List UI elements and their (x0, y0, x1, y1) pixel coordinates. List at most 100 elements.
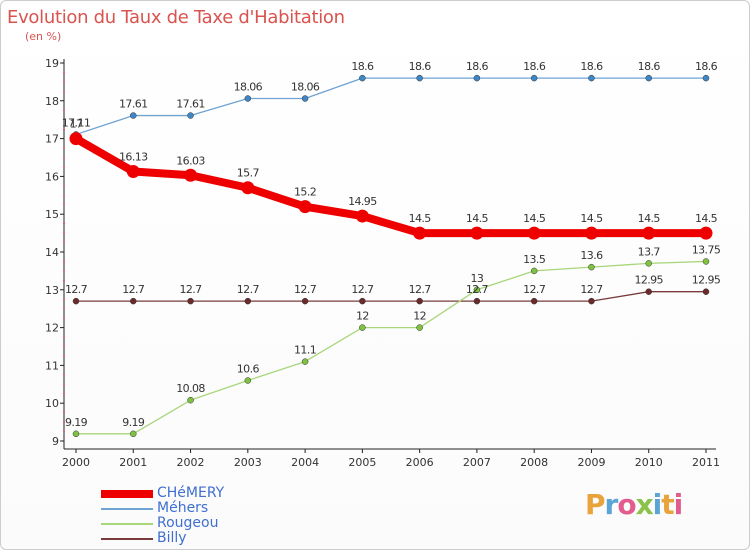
data-point-rougeou (530, 267, 538, 275)
y-minor-tick (63, 184, 65, 187)
data-label-mehers: 18.6 (351, 60, 374, 73)
data-point-rougeou (416, 324, 423, 331)
y-tick-label: 13 (45, 284, 59, 297)
x-tick-label: 2010 (635, 456, 663, 469)
x-tick-label: 2001 (119, 456, 147, 469)
x-tick-label: 2009 (577, 456, 605, 469)
legend-item-rougeou: Rougeou (101, 515, 301, 531)
data-point-mehers (702, 74, 710, 82)
legend-label-rougeou: Rougeou (157, 515, 219, 531)
logo-letter: r (604, 488, 619, 521)
chart-subtitle: (en %) (25, 30, 62, 43)
data-label-mehers: 18.6 (638, 60, 661, 73)
data-label-rougeou: 13 (471, 272, 484, 285)
data-label-rougeou: 13.75 (692, 243, 721, 256)
data-label-chemery: 14.5 (580, 212, 603, 225)
y-minor-tick (63, 345, 65, 348)
y-tick-label: 10 (45, 397, 59, 410)
data-point-chemery (413, 226, 427, 240)
data-label-mehers: 17.61 (176, 98, 205, 111)
series-line-mehers (75, 77, 707, 136)
y-tick-label: 15 (45, 208, 59, 221)
x-tick-label: 2007 (463, 456, 491, 469)
data-point-billy (645, 288, 652, 295)
y-tick-label: 9 (52, 435, 59, 448)
y-tick-label: 12 (45, 322, 59, 335)
y-tick-label: 18 (45, 95, 59, 108)
data-label-rougeou: 13.7 (638, 245, 661, 258)
y-minor-tick (63, 232, 65, 235)
y-minor-tick (63, 222, 65, 225)
data-label-billy: 12.7 (122, 283, 145, 296)
data-label-chemery: 14.5 (409, 212, 432, 225)
legend-label-chemery: CHéMERY (157, 485, 225, 501)
data-label-mehers: 18.6 (523, 60, 546, 73)
y-minor-tick (63, 81, 65, 83)
data-label-mehers: 17.11 (62, 116, 91, 129)
logo-letter: i (673, 488, 684, 521)
data-label-mehers: 18.6 (466, 60, 489, 73)
data-label-rougeou: 12 (356, 310, 369, 323)
data-label-chemery: 15.7 (237, 167, 260, 180)
chart-legend: CHéMERY Méhers Rougeou Billy (101, 485, 301, 546)
series-line-chemery (72, 134, 710, 238)
legend-swatch-chemery (101, 490, 153, 498)
data-label-chemery: 16.03 (176, 154, 205, 167)
data-label-billy: 12.7 (179, 283, 202, 296)
logo-letter: x (635, 488, 654, 521)
y-minor-tick (63, 203, 65, 206)
y-minor-tick (63, 90, 65, 93)
data-point-billy (72, 297, 80, 305)
chart-axes: 9 10 11 12 13 14 15 16 17 18 19 2000 2001 2002 2003 200… (45, 57, 720, 469)
data-point-billy (301, 297, 309, 305)
y-minor-tick (63, 194, 65, 197)
data-point-rougeou (244, 377, 252, 384)
proxiti-logo: Proxiti (585, 488, 684, 521)
data-label-rougeou: 13.5 (523, 253, 546, 266)
x-tick-label: 2006 (406, 456, 434, 469)
data-point-chemery (584, 226, 598, 240)
y-minor-tick (63, 383, 65, 386)
data-point-billy (187, 297, 194, 305)
y-minor-tick (63, 241, 65, 244)
data-point-mehers (416, 74, 423, 82)
x-tick-label: 2008 (520, 456, 548, 469)
y-minor-tick (63, 147, 65, 149)
legend-swatch-billy (101, 538, 153, 540)
y-tick-label: 11 (45, 359, 59, 372)
legend-label-mehers: Méhers (157, 500, 209, 516)
series-line-billy (75, 291, 707, 302)
data-label-mehers: 18.06 (234, 81, 263, 94)
y-tick-label: 16 (45, 170, 59, 183)
data-label-chemery: 17 (70, 118, 83, 131)
data-label-rougeou: 9.19 (65, 416, 88, 429)
data-point-mehers (130, 112, 137, 119)
data-point-mehers (301, 95, 309, 102)
data-label-mehers: 18.06 (291, 81, 320, 94)
data-point-mehers (530, 74, 538, 82)
y-minor-tick (63, 128, 65, 131)
x-tick-label: 2003 (234, 456, 262, 469)
data-label-chemery: 14.5 (695, 212, 718, 225)
data-label-mehers: 18.6 (409, 60, 432, 73)
series-line-rougeou (75, 260, 707, 435)
y-minor-tick (63, 109, 65, 112)
data-point-billy (244, 297, 252, 305)
data-label-mehers: 18.6 (580, 60, 603, 73)
legend-label-billy: Billy (157, 530, 187, 546)
data-point-billy (130, 297, 137, 305)
data-point-chemery (241, 181, 255, 195)
data-point-chemery (527, 226, 541, 240)
data-label-rougeou: 9.19 (122, 416, 145, 429)
y-minor-tick (63, 166, 65, 168)
data-label-chemery: 15.2 (294, 186, 316, 199)
data-point-rougeou (72, 430, 80, 438)
legend-item-chemery: CHéMERY (101, 485, 301, 501)
x-tick-label: 2004 (291, 456, 319, 469)
y-minor-tick (63, 317, 65, 320)
series-layer (69, 74, 713, 438)
data-point-rougeou (359, 324, 366, 331)
data-label-chemery: 14.5 (466, 212, 489, 225)
data-point-rougeou (187, 396, 194, 404)
